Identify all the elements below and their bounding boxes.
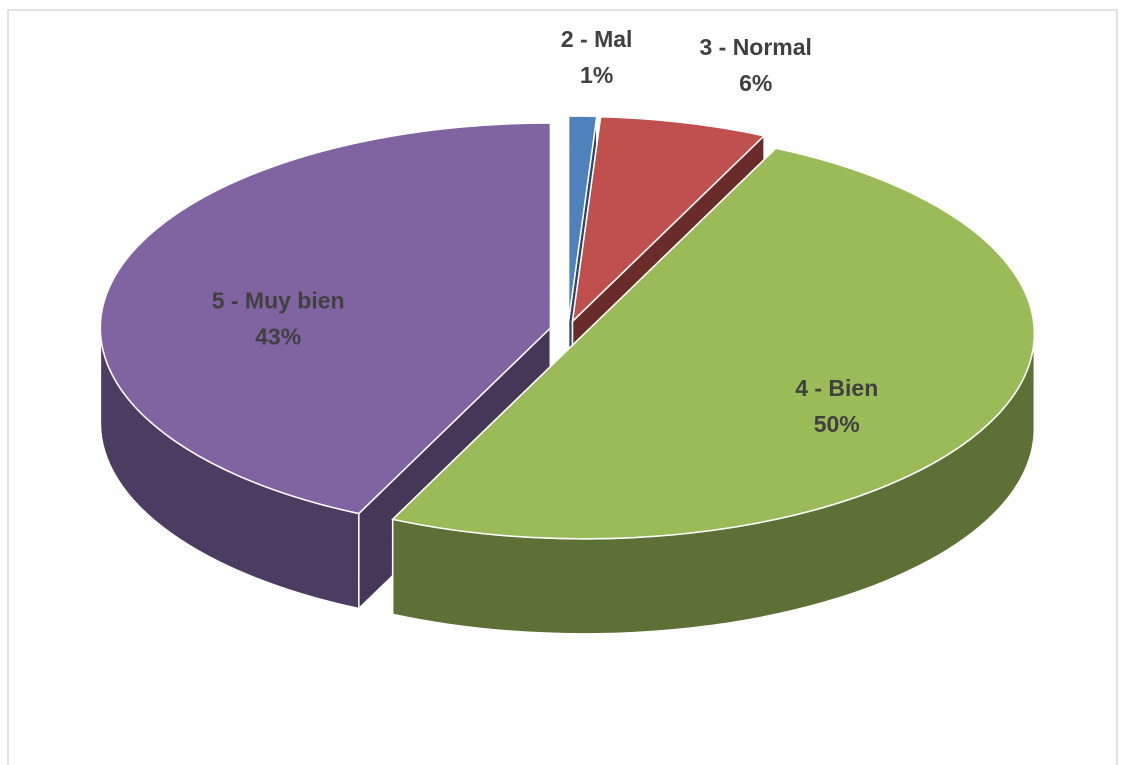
slice: [99, 122, 552, 515]
data-label: 6%: [739, 70, 772, 96]
slice: [567, 115, 598, 322]
data-label-category: 4 - Bien: [795, 375, 878, 401]
slice: [571, 115, 766, 324]
slice: [391, 147, 1036, 540]
data-label: 1%: [580, 62, 613, 88]
data-label: 43%: [255, 323, 301, 349]
data-label-category: 3 - Normal: [699, 34, 811, 60]
data-label: 50%: [814, 411, 860, 437]
data-label-category: 2 - Mal: [561, 26, 633, 52]
data-label-category: 5 - Muy bien: [212, 287, 345, 313]
